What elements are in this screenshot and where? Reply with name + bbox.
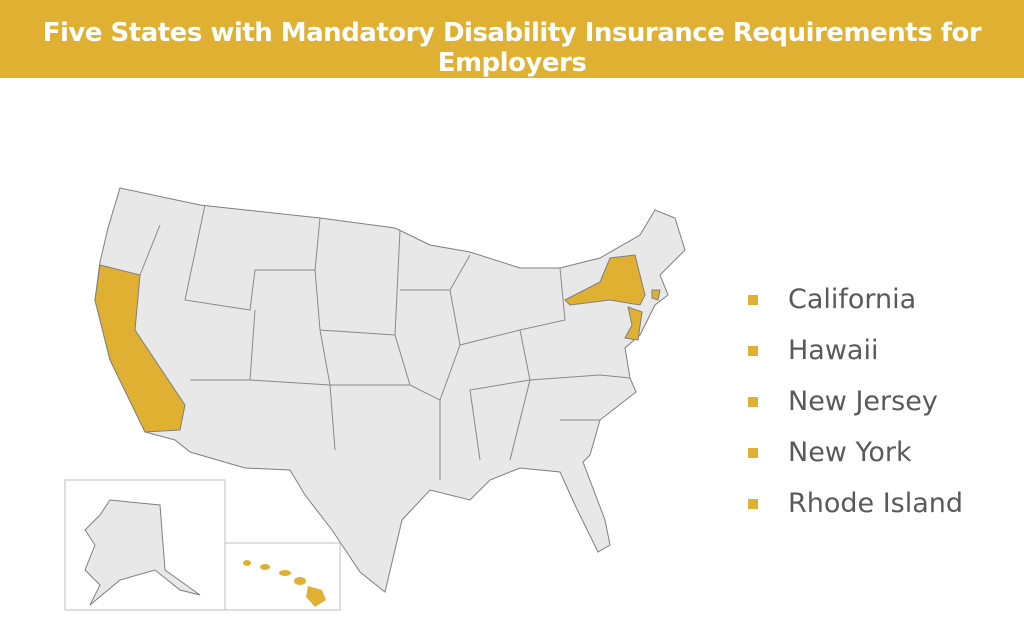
legend: California Hawaii New Jersey New York Rh… bbox=[748, 274, 963, 529]
page-title: Five States with Mandatory Disability In… bbox=[42, 18, 982, 78]
legend-item: Hawaii bbox=[748, 325, 963, 376]
legend-item: Rhode Island bbox=[748, 478, 963, 529]
legend-label: Hawaii bbox=[788, 335, 879, 366]
legend-item: California bbox=[748, 274, 963, 325]
state-new-york bbox=[564, 254, 646, 306]
state-alaska bbox=[84, 499, 201, 606]
state-california bbox=[94, 264, 186, 433]
state-new-jersey bbox=[624, 306, 643, 341]
bullet-square-icon bbox=[748, 294, 758, 305]
legend-label: Rhode Island bbox=[788, 488, 964, 519]
bullet-square-icon bbox=[748, 396, 758, 407]
legend-label: New Jersey bbox=[788, 386, 938, 417]
bullet-square-icon bbox=[748, 345, 758, 356]
state-hawaii bbox=[243, 560, 326, 607]
hawaii-inset bbox=[224, 542, 341, 611]
legend-item: New York bbox=[748, 427, 963, 478]
bullet-square-icon bbox=[748, 447, 758, 458]
state-rhode-island bbox=[651, 289, 661, 301]
legend-label: New York bbox=[788, 437, 912, 468]
legend-label: California bbox=[788, 284, 917, 315]
state-lower-48 bbox=[94, 187, 686, 593]
title-bar: Five States with Mandatory Disability In… bbox=[0, 0, 1024, 78]
bullet-square-icon bbox=[748, 498, 758, 509]
legend-item: New Jersey bbox=[748, 376, 963, 427]
state-borders bbox=[139, 204, 631, 480]
